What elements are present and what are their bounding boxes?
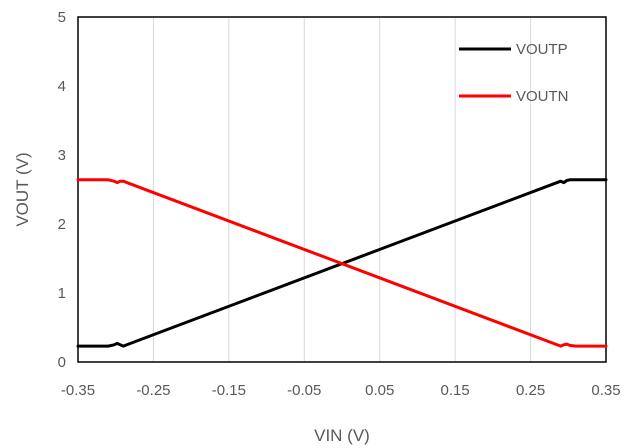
x-tick-label: -0.15 [212,382,246,399]
x-tick-label: 0.15 [441,382,470,399]
x-tick-label: -0.35 [61,382,95,399]
plot-area-border [77,16,607,363]
x-axis-title: VIN (V) [314,426,370,445]
y-tick-label: 2 [58,216,66,233]
series-line-voutn [76,178,608,348]
x-tick-label: 0.25 [516,382,545,399]
y-tick-label: 4 [58,78,66,95]
y-tick-label: 0 [58,354,66,371]
y-tick-label: 5 [58,9,66,26]
series-lines [76,178,608,348]
y-axis-title: VOUT (V) [13,152,32,226]
legend: VOUTP VOUTN [459,41,569,105]
x-tick-label: -0.05 [287,382,321,399]
x-tick-label: 0.35 [591,382,620,399]
x-tick-label: 0.05 [365,382,394,399]
legend-label-voutn: VOUTN [516,88,569,105]
y-tick-label: 1 [58,285,66,302]
x-tick-label: -0.25 [136,382,170,399]
tick-labels: -0.35 -0.25 -0.15 -0.05 0.05 0.15 0.25 0.35 0 1 2 3… [58,9,621,399]
legend-label-voutp: VOUTP [516,41,568,58]
y-tick-label: 3 [58,147,66,164]
grid-lines [152,17,532,362]
